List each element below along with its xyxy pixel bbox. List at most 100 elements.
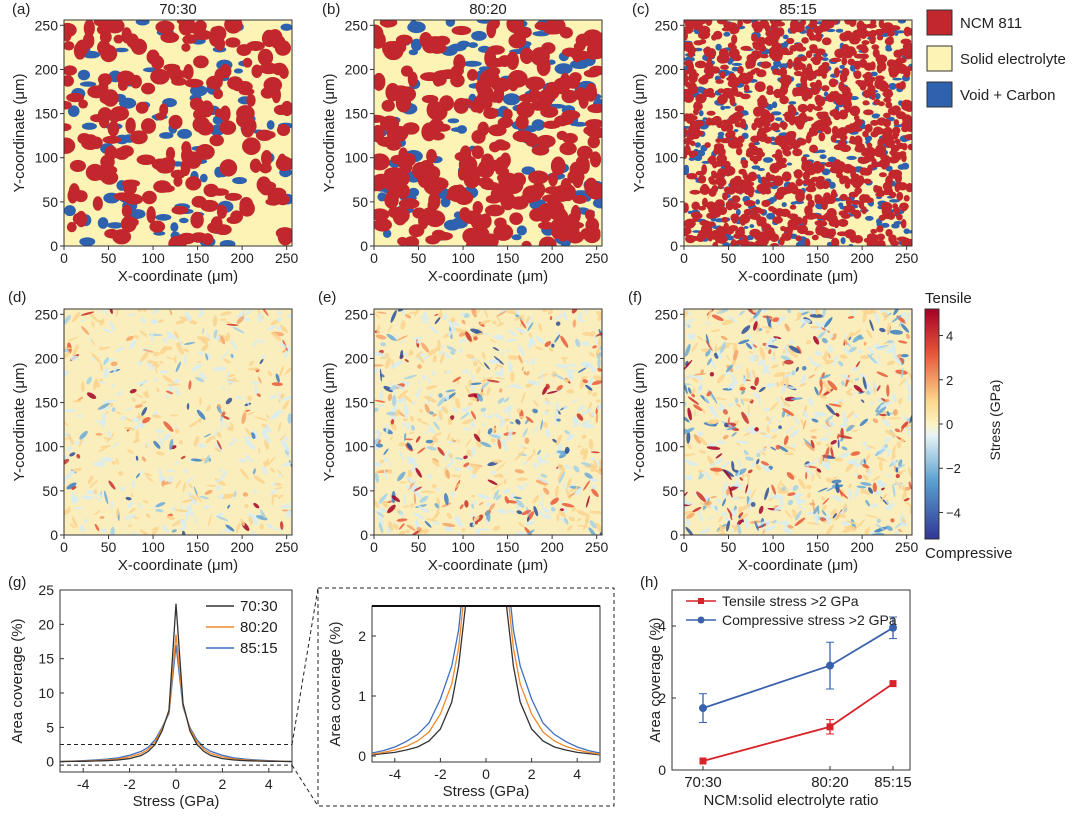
x-axis-label: X-coordinate (μm) — [738, 268, 858, 285]
compressive-streak — [770, 446, 777, 451]
ncm-particle — [525, 76, 546, 91]
ncm-particle — [735, 179, 747, 185]
void-carbon-particle — [790, 201, 797, 205]
ncm-particle — [792, 87, 799, 97]
ncm-particle — [530, 47, 550, 66]
compressive-streak — [886, 340, 894, 344]
compressive-streak — [378, 507, 387, 512]
tensile-streak — [754, 427, 759, 432]
tensile-streak — [862, 474, 869, 481]
ncm-particle — [219, 159, 238, 177]
compressive-streak — [563, 463, 572, 470]
tensile-streak — [491, 320, 497, 325]
series-line-0 — [702, 682, 894, 762]
compressive-streak — [66, 482, 77, 490]
ncm-particle — [698, 25, 711, 36]
compressive-streak — [419, 319, 430, 324]
panel-title-c: 85:15 — [779, 1, 817, 18]
compressive-streak — [65, 470, 75, 480]
tensile-streak — [173, 331, 180, 339]
ncm-particle — [737, 65, 744, 74]
zoom-series-line-85:15 — [372, 606, 600, 754]
tensile-streak — [516, 477, 528, 481]
compressive-streak — [790, 429, 800, 438]
ncm-particle — [64, 41, 75, 51]
compressive-streak — [563, 481, 567, 491]
legend-swatch — [926, 45, 953, 72]
tensile-streak — [592, 458, 598, 469]
ncm-particle — [509, 212, 524, 226]
ncm-particle — [576, 145, 593, 160]
tensile-streak — [819, 379, 823, 388]
tensile-streak — [595, 411, 599, 424]
ncm-particle — [265, 198, 281, 206]
compressive-streak — [403, 403, 409, 415]
tensile-streak — [374, 497, 380, 509]
tensile-streak — [532, 495, 540, 504]
compressive-streak — [255, 515, 268, 521]
ncm-particle — [697, 175, 707, 184]
tensile-streak — [169, 309, 173, 316]
ncm-particle — [81, 136, 100, 150]
compressive-streak — [787, 309, 792, 314]
ncm-particle — [786, 37, 795, 45]
tensile-streak — [220, 335, 226, 345]
y-tick-label: 100 — [345, 150, 369, 166]
compressive-streak — [867, 347, 876, 355]
tensile-streak — [465, 331, 472, 342]
ncm-particle — [556, 116, 574, 126]
compressive-streak — [872, 343, 881, 349]
void-carbon-particle — [870, 71, 878, 77]
ncm-particle — [64, 137, 76, 154]
tensile-streak — [582, 447, 588, 461]
tensile-streak — [852, 429, 859, 433]
compressive-streak — [396, 397, 407, 404]
compressive-streak — [171, 529, 177, 533]
tensile-streak — [697, 469, 704, 473]
compressive-streak — [716, 498, 722, 504]
y-tick-label: 200 — [35, 61, 59, 77]
ncm-particle — [794, 216, 803, 225]
tensile-streak — [285, 367, 292, 375]
compressive-streak — [461, 370, 467, 374]
tensile-streak — [894, 428, 901, 433]
compressive-streak — [849, 309, 856, 317]
compressive-streak — [507, 406, 511, 421]
ncm-particle — [708, 69, 714, 79]
zoom-connector-bottom — [291, 764, 319, 807]
compressive-streak — [244, 397, 251, 407]
ncm-particle — [731, 34, 738, 45]
compressive-streak — [792, 443, 796, 448]
x-tick-label: 250 — [275, 250, 299, 266]
compressive-streak — [722, 388, 733, 391]
tensile-streak — [174, 355, 177, 364]
tensile-streak — [424, 403, 430, 414]
tensile-streak — [423, 530, 428, 535]
void-carbon-particle — [907, 230, 912, 234]
y-tick-label: 0 — [658, 762, 666, 778]
ncm-particle — [528, 170, 549, 185]
compressive-streak — [857, 335, 864, 340]
ncm-particle — [280, 100, 292, 117]
tensile-streak — [95, 432, 103, 436]
ncm-particle — [875, 144, 887, 155]
compressive-streak — [64, 348, 69, 353]
compressive-streak — [445, 525, 450, 531]
compressive-streak — [736, 458, 743, 470]
compressive-streak — [69, 452, 76, 457]
tensile-streak — [805, 471, 808, 480]
ncm-particle — [561, 47, 579, 57]
tensile-streak — [566, 477, 572, 489]
y-tick-label: 200 — [35, 350, 59, 366]
tensile-streak — [853, 384, 863, 393]
tensile-streak — [765, 329, 770, 334]
void-carbon-particle — [846, 155, 857, 160]
ncm-particle — [759, 184, 767, 195]
ncm-particle — [815, 224, 824, 236]
compressive-streak — [517, 485, 525, 490]
compressive-streak — [839, 451, 851, 459]
ncm-particle — [758, 20, 770, 29]
compressive-streak — [165, 469, 176, 473]
tensile-streak — [241, 412, 247, 425]
tensile-streak — [434, 313, 439, 317]
